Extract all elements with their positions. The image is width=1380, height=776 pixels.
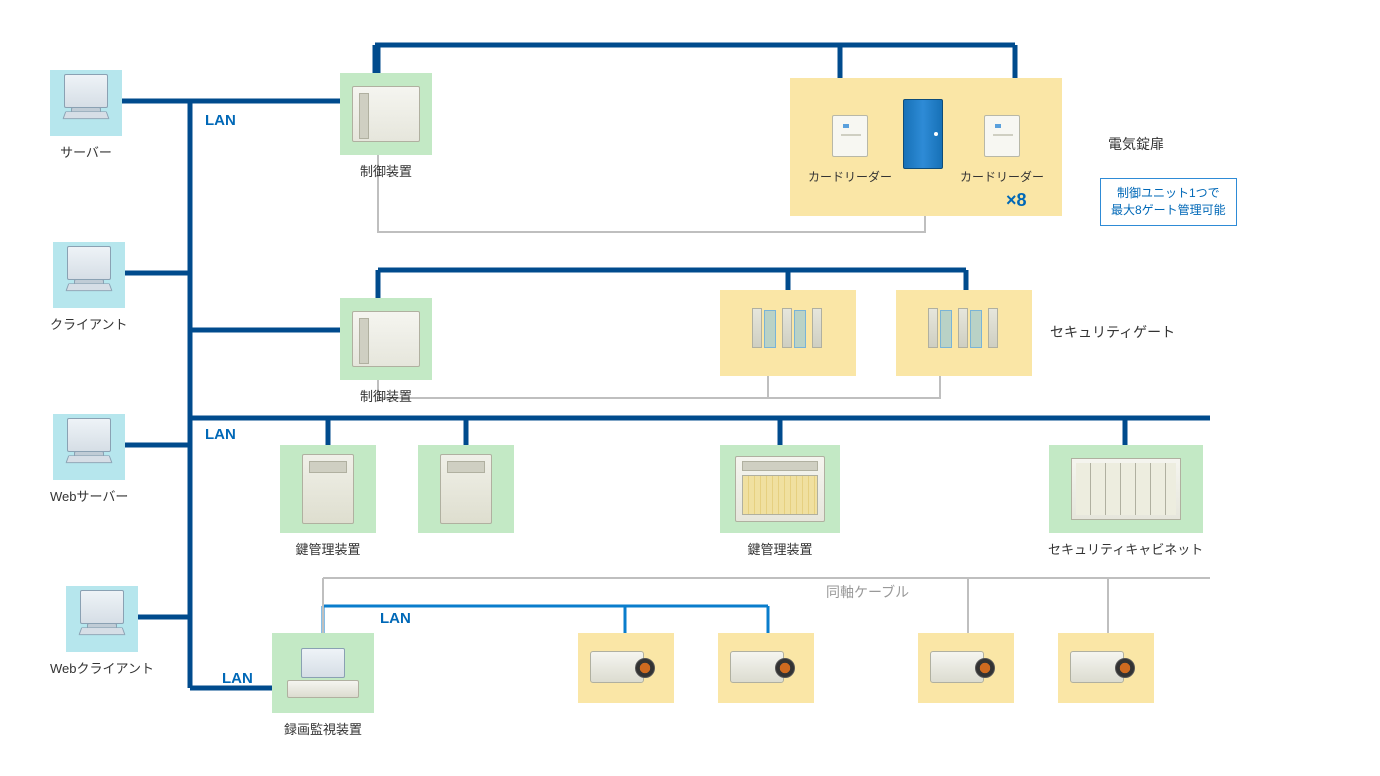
key-mgmt-2-node: 鍵管理装置 — [720, 445, 840, 558]
gate-2-icon — [924, 300, 1002, 356]
control-unit-2-label: 制御装置 — [340, 386, 432, 405]
web-server-label: Webサーバー — [50, 486, 128, 505]
web-client-icon — [66, 586, 138, 652]
server-label: サーバー — [50, 142, 122, 161]
control-unit-1-icon — [340, 73, 432, 155]
camera-4-icon — [1070, 651, 1124, 683]
web-client-node: Webクライアント — [50, 586, 154, 677]
web-client-label: Webクライアント — [50, 658, 154, 677]
control-unit-2-icon — [340, 298, 432, 380]
x8-badge: ×8 — [1006, 190, 1027, 211]
electric-door-label: 電気錠扉 — [1108, 134, 1164, 154]
server-node: サーバー — [50, 70, 122, 161]
card-reader-1-label: カードリーダー — [808, 168, 892, 185]
card-reader-2-icon — [973, 110, 1031, 162]
door-icon — [893, 94, 953, 174]
recorder-icon — [272, 633, 374, 713]
note-box: 制御ユニット1つで 最大8ゲート管理可能 — [1100, 178, 1237, 226]
note-line2: 最大8ゲート管理可能 — [1111, 203, 1226, 217]
camera-2-icon — [730, 651, 784, 683]
camera-1-icon — [590, 651, 644, 683]
server-icon — [50, 70, 122, 136]
key-mgmt-1-label: 鍵管理装置 — [280, 539, 376, 558]
control-unit-1-label: 制御装置 — [340, 161, 432, 180]
key-mgmt-2-icon — [720, 445, 840, 533]
card-reader-2-label: カードリーダー — [960, 168, 1044, 185]
note-line1: 制御ユニット1つで — [1117, 186, 1220, 200]
network-diagram: サーバー クライアント Webサーバー Webクライアント LAN LAN LA… — [0, 0, 1380, 776]
coax-label: 同軸ケーブル — [826, 582, 909, 602]
cabinet-node: セキュリティキャビネット — [1048, 445, 1203, 558]
lan-label-4: LAN — [380, 610, 411, 627]
web-server-node: Webサーバー — [50, 414, 128, 505]
gate-1-icon — [748, 300, 826, 356]
key-mgmt-2-label: 鍵管理装置 — [720, 539, 840, 558]
door-node — [893, 94, 953, 174]
recorder-node: 録画監視装置 — [272, 633, 374, 738]
control-unit-1-node: 制御装置 — [340, 73, 432, 180]
cabinet-icon — [1049, 445, 1203, 533]
card-reader-1-node: カードリーダー — [808, 110, 892, 185]
web-server-icon — [53, 414, 125, 480]
card-reader-1-icon — [821, 110, 879, 162]
lan-label-1: LAN — [205, 112, 236, 129]
client-label: クライアント — [50, 314, 127, 333]
gate-1-node — [748, 300, 826, 356]
lan-label-3: LAN — [222, 670, 253, 687]
security-gate-label: セキュリティゲート — [1050, 322, 1175, 342]
control-unit-2-node: 制御装置 — [340, 298, 432, 405]
lan-label-2: LAN — [205, 426, 236, 443]
key-mgmt-1b-node — [418, 445, 514, 533]
key-mgmt-1-node: 鍵管理装置 — [280, 445, 376, 558]
key-mgmt-1-icon — [280, 445, 376, 533]
cabinet-label: セキュリティキャビネット — [1048, 539, 1203, 558]
client-icon — [53, 242, 125, 308]
camera-3-icon — [930, 651, 984, 683]
key-mgmt-1b-icon — [418, 445, 514, 533]
gate-2-node — [924, 300, 1002, 356]
recorder-label: 録画監視装置 — [272, 719, 374, 738]
card-reader-2-node: カードリーダー — [960, 110, 1044, 185]
client-node: クライアント — [50, 242, 127, 333]
